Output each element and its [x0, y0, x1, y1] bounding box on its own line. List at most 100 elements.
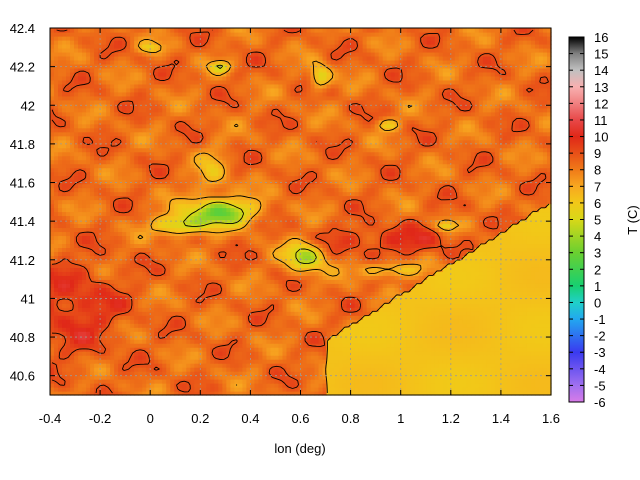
heatmap-cell — [178, 343, 183, 348]
heatmap-cell — [334, 315, 340, 320]
heatmap-cell — [374, 283, 380, 288]
heatmap-cell — [434, 387, 440, 392]
heatmap-cell — [86, 311, 91, 316]
heatmap-cell — [410, 367, 416, 372]
heatmap-cell — [434, 287, 440, 292]
heatmap-cell — [494, 323, 500, 328]
heatmap-cell — [434, 367, 440, 372]
heatmap-cell — [250, 315, 256, 320]
heatmap-cell — [406, 247, 412, 252]
heatmap-cell — [514, 391, 520, 396]
heatmap-cell — [222, 359, 227, 364]
heatmap-cell — [194, 331, 199, 336]
heatmap-cell — [142, 235, 147, 241]
heatmap-cell — [82, 291, 87, 296]
heatmap-cell — [538, 323, 544, 328]
heatmap-cell — [538, 291, 544, 296]
heatmap-cell — [426, 351, 432, 356]
heatmap-cell — [198, 335, 203, 340]
heatmap-cell — [394, 391, 400, 396]
heatmap-cell — [66, 275, 71, 280]
heatmap-cell — [434, 307, 440, 312]
heatmap-cell — [58, 279, 63, 284]
heatmap-cell — [54, 263, 59, 268]
heatmap-cell — [98, 303, 103, 308]
heatmap-cell — [426, 391, 432, 396]
heatmap-cell — [230, 263, 235, 268]
heatmap-cell — [398, 355, 404, 360]
heatmap-cell — [334, 327, 340, 332]
heatmap-cell — [498, 375, 504, 380]
heatmap-cell — [198, 275, 203, 280]
heatmap-cell — [110, 263, 115, 268]
heatmap-cell — [434, 243, 440, 248]
heatmap-cell — [222, 247, 227, 252]
heatmap-cell — [254, 271, 260, 276]
heatmap-cell — [134, 335, 139, 340]
heatmap-cell — [242, 235, 247, 241]
heatmap-cell — [214, 363, 219, 368]
heatmap-cell — [350, 351, 356, 356]
heatmap-cell — [322, 347, 328, 352]
heatmap-cell — [350, 371, 356, 376]
heatmap-cell — [258, 235, 264, 241]
heatmap-cell — [370, 375, 376, 380]
heatmap-cell — [70, 243, 75, 248]
heatmap-cell — [242, 367, 247, 372]
heatmap-cell — [370, 391, 376, 396]
heatmap-cell — [198, 279, 203, 284]
heatmap-cell — [186, 299, 191, 304]
heatmap-cell — [546, 259, 552, 264]
heatmap-cell — [234, 391, 239, 396]
heatmap-cell — [390, 263, 396, 268]
heatmap-cell — [166, 235, 171, 241]
heatmap-cell — [66, 295, 71, 300]
heatmap-cell — [102, 319, 107, 324]
heatmap-cell — [58, 355, 63, 360]
heatmap-cell — [206, 275, 211, 280]
heatmap-cell — [82, 267, 87, 272]
heatmap-cell — [290, 291, 296, 296]
heatmap-cell — [206, 255, 211, 260]
heatmap-cell — [78, 287, 83, 292]
heatmap-cell — [482, 263, 488, 268]
heatmap-cell — [214, 283, 219, 288]
heatmap-cell — [302, 303, 308, 308]
heatmap-cell — [490, 311, 496, 316]
heatmap-cell — [154, 331, 159, 336]
heatmap-cell — [426, 247, 432, 252]
heatmap-cell — [510, 267, 516, 272]
heatmap-cell — [302, 363, 308, 368]
heatmap-cell — [114, 371, 119, 376]
heatmap-cell — [178, 279, 183, 284]
heatmap-cell — [318, 383, 324, 388]
heatmap-cell — [474, 379, 480, 384]
heatmap-cell — [450, 283, 456, 288]
heatmap-cell — [510, 295, 516, 300]
heatmap-cell — [218, 315, 223, 320]
heatmap-cell — [82, 367, 87, 372]
heatmap-cell — [490, 375, 496, 380]
heatmap-cell — [74, 339, 79, 344]
heatmap-cell — [82, 391, 87, 396]
heatmap-cell — [394, 355, 400, 360]
heatmap-cell — [350, 283, 356, 288]
heatmap-cell — [66, 235, 71, 241]
heatmap-cell — [266, 367, 272, 372]
heatmap-cell — [522, 335, 528, 340]
heatmap-cell — [446, 295, 452, 300]
heatmap-cell — [526, 287, 532, 292]
heatmap-cell — [390, 375, 396, 380]
heatmap-cell — [62, 323, 67, 328]
heatmap-cell — [82, 247, 87, 252]
heatmap-cell — [66, 247, 71, 252]
heatmap-cell — [86, 383, 91, 388]
heatmap-cell — [530, 295, 536, 300]
heatmap-cell — [306, 355, 312, 360]
heatmap-cell — [50, 363, 55, 368]
heatmap-cell — [418, 375, 424, 380]
heatmap-cell — [438, 327, 444, 332]
heatmap-cell — [378, 299, 384, 304]
heatmap-cell — [214, 339, 219, 344]
heatmap-cell — [122, 299, 127, 304]
